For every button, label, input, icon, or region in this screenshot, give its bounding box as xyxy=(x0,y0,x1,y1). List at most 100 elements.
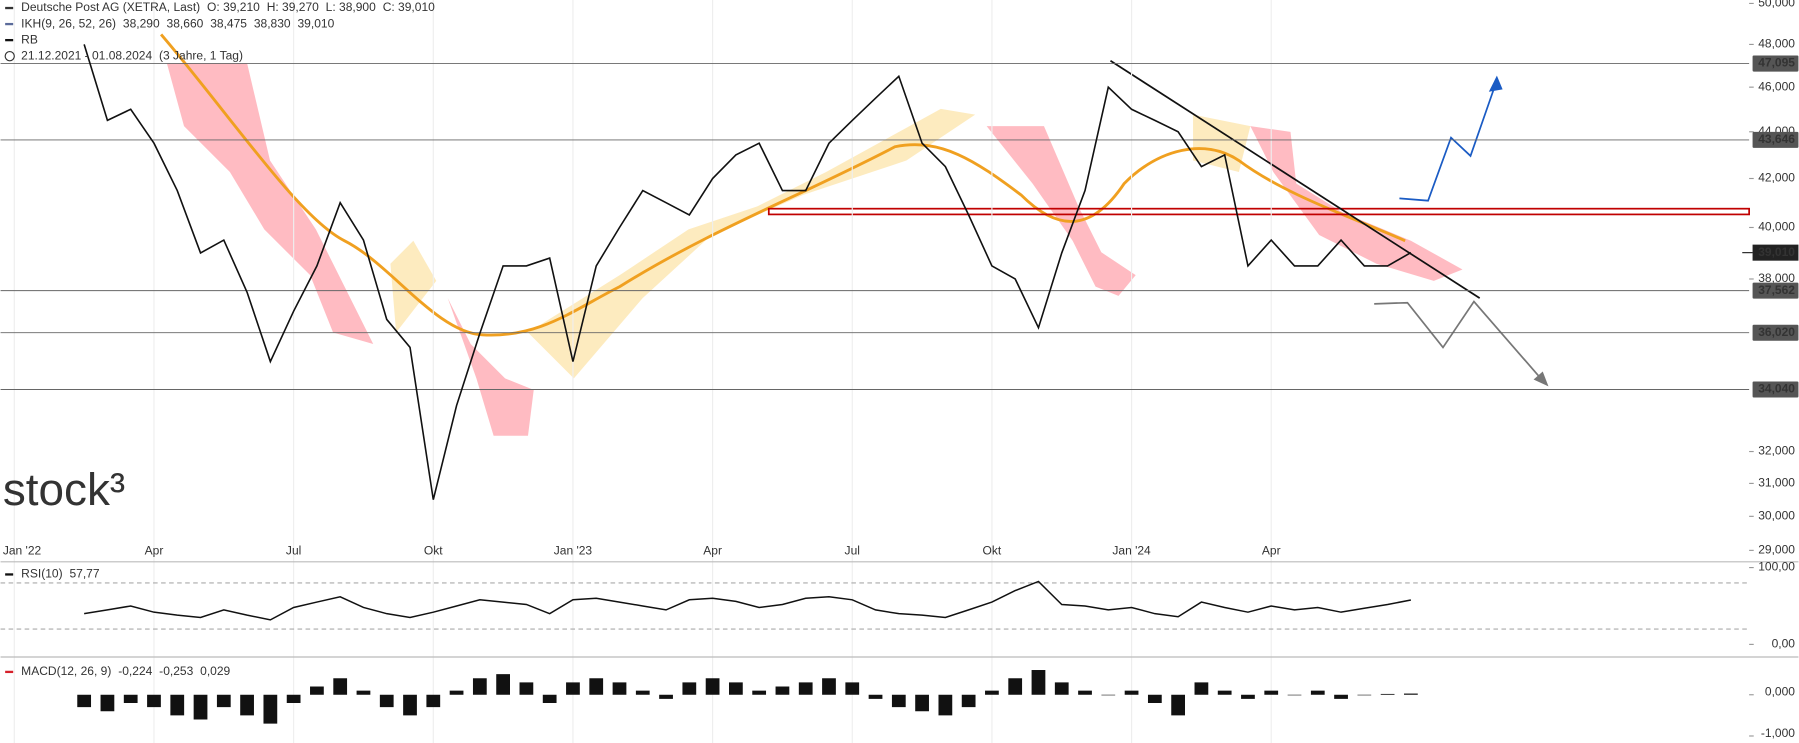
macd-bar xyxy=(728,682,743,695)
legend-icon xyxy=(5,6,14,10)
projection-up xyxy=(1399,79,1498,202)
macd-bar xyxy=(1217,690,1232,695)
clock-icon xyxy=(4,51,15,62)
moving-average xyxy=(159,33,1406,337)
macd-bar xyxy=(985,690,999,695)
cloud xyxy=(390,240,437,333)
x-tick-label: Apr xyxy=(703,544,722,558)
macd-bar xyxy=(1334,694,1348,699)
macd-bar xyxy=(961,694,976,708)
macd-bar xyxy=(100,694,115,712)
y-tick-label: 30,000 xyxy=(1758,509,1795,523)
macd-bar xyxy=(1147,694,1162,704)
macd-bar xyxy=(1380,693,1395,695)
macd-bar xyxy=(472,678,487,695)
watermark: stock³ xyxy=(3,463,125,515)
level-label: 47,095 xyxy=(1758,56,1795,70)
x-tick-label: Apr xyxy=(1262,544,1281,558)
macd-bar xyxy=(519,682,534,695)
macd-bar xyxy=(1264,690,1279,695)
cloud xyxy=(528,108,976,379)
legend-icon xyxy=(5,670,14,674)
macd-bar xyxy=(333,678,348,695)
level-box xyxy=(1752,282,1799,299)
macd-bar xyxy=(1404,693,1418,695)
macd-bar xyxy=(705,678,720,695)
x-tick-label: Apr xyxy=(145,544,164,558)
legend-text: RB xyxy=(21,32,38,46)
legend-text: 0,029 xyxy=(200,664,230,678)
legend-text: C: 39,010 xyxy=(383,0,435,14)
x-tick-label: Okt xyxy=(983,544,1002,558)
macd-bar xyxy=(1078,690,1092,695)
macd-bar xyxy=(147,694,161,708)
price-line xyxy=(83,44,1412,500)
macd-bar xyxy=(1310,690,1325,695)
macd-bar xyxy=(449,690,464,695)
y-tick-label: 50,000 xyxy=(1758,0,1795,10)
macd-bar xyxy=(496,674,510,695)
macd-bar xyxy=(356,690,371,695)
legend-text: 38,660 xyxy=(167,16,204,30)
rsi-tick-label: 0,00 xyxy=(1772,637,1796,651)
x-tick-label: Jul xyxy=(845,544,860,558)
level-label: 43,646 xyxy=(1758,132,1795,146)
legend-text: (3 Jahre, 1 Tag) xyxy=(159,48,243,62)
macd-bar xyxy=(1054,682,1069,695)
macd-bar xyxy=(240,694,254,716)
legend-icon xyxy=(5,38,14,42)
level-box xyxy=(1752,381,1799,398)
macd-bar xyxy=(635,690,650,695)
level-label: 37,562 xyxy=(1758,283,1795,297)
rsi-line xyxy=(84,580,1412,621)
macd-bar xyxy=(868,694,883,699)
last-price-box xyxy=(1752,244,1799,261)
y-tick-label: 48,000 xyxy=(1758,37,1795,51)
legend-text: MACD(12, 26, 9) xyxy=(21,664,111,678)
x-tick-label: Jul xyxy=(286,544,301,558)
legend-text: 39,010 xyxy=(298,16,335,30)
cloud xyxy=(447,298,534,436)
macd-bar xyxy=(1194,682,1209,695)
level-box xyxy=(1752,324,1799,341)
x-tick-label: Jan '23 xyxy=(554,544,593,558)
drawings xyxy=(159,33,1750,436)
macd-bar xyxy=(379,694,394,708)
macd-bar xyxy=(1287,694,1302,696)
arrow-head xyxy=(1488,75,1503,92)
macd-bar xyxy=(1241,694,1255,699)
rsi-tick-label: 100,00 xyxy=(1758,560,1795,574)
legend-text: IKH(9, 26, 52, 26) xyxy=(21,16,116,30)
macd-bar xyxy=(1031,670,1046,695)
macd-bar xyxy=(426,694,441,708)
macd-bar xyxy=(1357,694,1372,696)
legend-text: O: 39,210 xyxy=(207,0,260,14)
macd-bar xyxy=(263,694,278,724)
macd-bar xyxy=(403,694,417,716)
macd-bar xyxy=(286,694,301,704)
macd-bar xyxy=(123,694,138,704)
y-tick-label: 46,000 xyxy=(1758,79,1795,93)
x-tick-label: Jan '24 xyxy=(1112,544,1151,558)
macd-bar xyxy=(915,694,929,712)
macd-tick-label: 0,000 xyxy=(1765,685,1795,699)
macd-bar xyxy=(542,694,557,704)
y-tick-label: 40,000 xyxy=(1758,220,1795,234)
macd-bar xyxy=(216,694,231,708)
cloud xyxy=(986,126,1136,296)
arrow-head xyxy=(1533,371,1549,387)
macd-bar xyxy=(1124,690,1139,695)
y-tick-label: 38,000 xyxy=(1758,271,1795,285)
y-tick-label: 42,000 xyxy=(1758,171,1795,185)
cloud xyxy=(1250,126,1463,281)
macd-bar xyxy=(891,694,906,708)
macd-bar xyxy=(589,678,604,695)
x-tick-label: Jan '22 xyxy=(3,544,42,558)
macd-bar xyxy=(77,694,92,708)
level-box xyxy=(1752,55,1799,72)
macd-bar xyxy=(1008,678,1023,695)
legend-text: 38,290 xyxy=(123,16,160,30)
macd-bar xyxy=(566,682,580,695)
macd-bar xyxy=(659,694,673,699)
